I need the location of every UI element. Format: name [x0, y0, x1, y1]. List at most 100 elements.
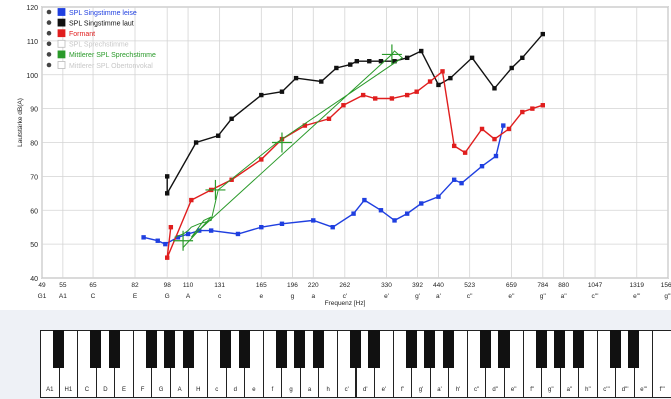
- black-key[interactable]: [220, 330, 232, 368]
- black-key[interactable]: [535, 330, 547, 368]
- note-tick-label: e': [384, 293, 389, 300]
- x-tick-label: 659: [506, 282, 517, 289]
- data-point: [389, 96, 395, 101]
- data-point: [378, 59, 384, 64]
- x-tick-label: 262: [339, 282, 350, 289]
- black-key[interactable]: [554, 330, 566, 368]
- data-point: [354, 59, 360, 64]
- frequency-level-chart: 12011010090807060504049G155A165C82E98G11…: [17, 5, 671, 307]
- note-tick-label: c'': [467, 293, 473, 300]
- y-axis-label: Lautstärke dB(A): [17, 98, 24, 147]
- black-key[interactable]: [368, 330, 380, 368]
- data-point: [189, 197, 194, 203]
- black-key[interactable]: [442, 330, 454, 368]
- white-key-label: H1: [64, 387, 73, 393]
- black-key[interactable]: [424, 330, 436, 368]
- x-tick-label: 392: [412, 282, 423, 289]
- white-key-label: F: [140, 387, 145, 393]
- black-key[interactable]: [349, 330, 362, 368]
- series-line: [166, 33, 544, 196]
- black-key[interactable]: [405, 330, 417, 368]
- x-tick-label: 523: [464, 282, 475, 289]
- data-point: [501, 123, 506, 128]
- data-point: [378, 208, 384, 213]
- white-key-label: e: [252, 387, 256, 393]
- black-key[interactable]: [572, 330, 584, 368]
- data-point: [155, 238, 160, 243]
- legend-eye-icon: [46, 62, 52, 68]
- legend-label: Formant: [69, 31, 95, 38]
- black-key[interactable]: [294, 330, 306, 368]
- x-tick-label: 220: [308, 282, 319, 289]
- x-tick-label: 110: [183, 282, 194, 289]
- note-tick-label: a: [311, 293, 315, 300]
- data-point: [259, 92, 264, 98]
- data-point: [326, 116, 332, 121]
- black-key[interactable]: [90, 330, 102, 368]
- data-point: [279, 89, 285, 94]
- note-tick-label: G: [165, 293, 170, 300]
- data-point: [520, 55, 525, 61]
- white-key-label: a'': [566, 387, 573, 393]
- legend-eye-icon: [46, 9, 52, 15]
- white-key-label: c': [344, 387, 349, 393]
- black-key[interactable]: [145, 330, 157, 368]
- legend-label: Mittlerer SPL Obertonvokal: [69, 63, 153, 70]
- white-key-label: c'': [473, 387, 480, 393]
- black-key[interactable]: [164, 330, 176, 368]
- data-point: [448, 75, 453, 81]
- note-tick-label: g: [291, 293, 295, 300]
- y-tick-label: 40: [30, 276, 38, 283]
- white-key-label: f''': [659, 387, 665, 393]
- data-point: [540, 103, 545, 108]
- data-point: [404, 55, 410, 61]
- data-point: [419, 48, 424, 54]
- data-point: [436, 82, 441, 88]
- data-point: [341, 103, 346, 108]
- black-key[interactable]: [609, 330, 621, 368]
- x-tick-label: 1568: [661, 282, 671, 289]
- note-tick-label: a'': [561, 293, 567, 300]
- note-tick-label: g''': [664, 293, 671, 300]
- note-tick-label: A1: [59, 293, 67, 300]
- data-point: [348, 62, 353, 67]
- data-point: [404, 92, 410, 98]
- black-key[interactable]: [108, 330, 120, 368]
- white-key-label: e''': [640, 387, 648, 393]
- white-key-label: e': [381, 387, 387, 393]
- data-point: [459, 180, 464, 186]
- data-point: [440, 69, 445, 74]
- data-point: [492, 86, 497, 91]
- legend-label: Mittlerer SPL Sprechstimme: [69, 52, 156, 59]
- white-key-label: e'': [510, 387, 517, 393]
- data-point: [229, 177, 234, 182]
- black-key[interactable]: [479, 330, 491, 368]
- data-point: [479, 126, 485, 132]
- data-point: [229, 116, 234, 121]
- black-key[interactable]: [628, 330, 640, 368]
- data-point: [530, 106, 535, 111]
- data-point: [302, 123, 308, 128]
- white-key[interactable]: f''': [652, 330, 671, 398]
- y-tick-label: 60: [30, 208, 38, 215]
- black-key[interactable]: [312, 330, 324, 368]
- y-tick-label: 120: [26, 5, 38, 12]
- black-key[interactable]: [275, 330, 287, 368]
- white-key-label: g': [418, 387, 424, 393]
- black-key[interactable]: [498, 330, 510, 368]
- white-key-label: c: [215, 387, 219, 393]
- data-point: [469, 55, 475, 61]
- x-tick-label: 65: [89, 282, 97, 289]
- data-point: [165, 191, 170, 196]
- data-point: [479, 164, 485, 169]
- note-tick-label: A: [186, 293, 191, 300]
- data-point: [279, 221, 285, 226]
- white-key-label: h: [326, 387, 330, 393]
- black-key[interactable]: [238, 330, 250, 368]
- data-point: [165, 174, 170, 179]
- black-key[interactable]: [182, 330, 195, 368]
- data-point: [540, 31, 545, 37]
- black-key[interactable]: [52, 330, 65, 368]
- legend-eye-icon: [46, 30, 52, 36]
